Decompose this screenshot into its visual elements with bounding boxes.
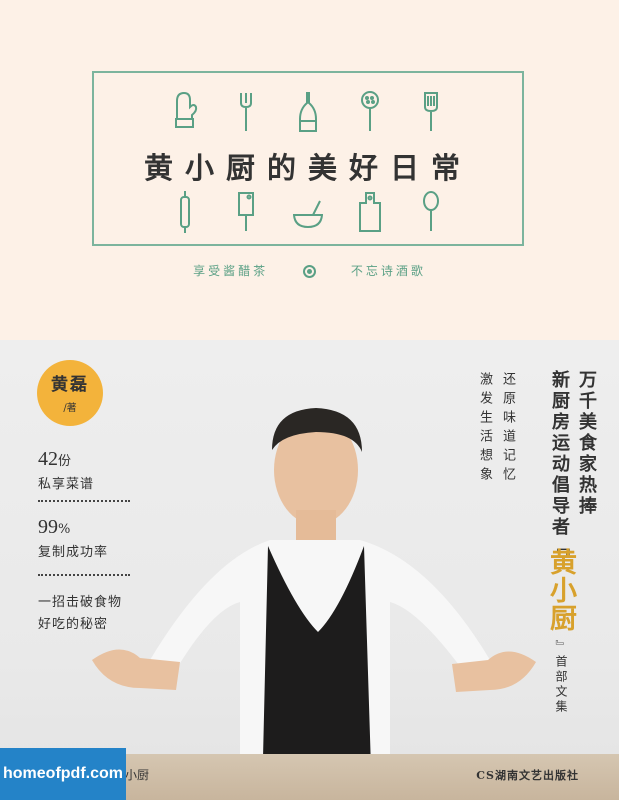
ladle-icon: [416, 189, 446, 235]
tagline: 享受酱醋茶 不忘诗酒歌: [0, 262, 619, 279]
vertical-movement: 新厨房运动倡导者『: [548, 370, 570, 559]
oven-mitt-icon: [170, 89, 200, 135]
highlight-name: 黄小厨: [541, 548, 580, 632]
title-frame: 黄小厨的美好日常: [92, 71, 524, 246]
fork-icon: [231, 89, 261, 135]
cutting-board-icon: [355, 189, 385, 235]
stat-recipes-unit: 份: [58, 454, 71, 469]
cover-top-panel: 黄小厨的美好日常 享受酱醋茶 不忘诗酒歌: [0, 0, 619, 340]
icon-row-top: [94, 89, 522, 135]
secret-line-2: 好吃的秘密: [38, 614, 122, 636]
stat-success-label: 复制成功率: [38, 541, 108, 560]
author-badge: 黄磊 /著: [37, 360, 103, 426]
vertical-spark: 激发生活想象: [476, 372, 492, 486]
tagline-right: 不忘诗酒歌: [351, 264, 426, 278]
tagline-left: 享受酱醋茶: [193, 264, 268, 278]
stat-success: 99% 复制成功率: [38, 516, 108, 560]
stat-recipes-number: 42: [38, 448, 58, 470]
stat-recipes: 42份 私享菜谱: [38, 448, 94, 492]
rolling-pin-icon: [170, 189, 200, 235]
divider-1: [38, 500, 130, 502]
oil-bottle-icon: [293, 89, 323, 135]
stat-success-number: 99: [38, 516, 58, 538]
stat-success-unit: %: [58, 522, 70, 537]
brand-logo-text: 小厨: [125, 766, 149, 783]
book-title: 黄小厨的美好日常: [94, 145, 522, 187]
secret-text: 一招击破食物 好吃的秘密: [38, 592, 122, 636]
author-by: /著: [37, 399, 103, 414]
divider-2: [38, 574, 130, 576]
icon-row-bottom: [94, 189, 522, 235]
vertical-tail: 』首部文集: [553, 640, 570, 715]
watermark-link[interactable]: homeofpdf.com: [0, 748, 126, 800]
mixing-bowl-icon: [293, 189, 323, 235]
stat-recipes-label: 私享菜谱: [38, 473, 94, 492]
vertical-fans: 万千美食家热捧: [575, 370, 597, 517]
author-name: 黄磊: [37, 360, 103, 395]
skimmer-icon: [355, 89, 385, 135]
tagline-separator-icon: [303, 265, 316, 278]
publisher-logo: CS湖南文艺出版社: [476, 767, 579, 783]
vertical-recall: 还原味道记忆: [499, 372, 515, 486]
cleaver-icon: [231, 189, 261, 235]
secret-line-1: 一招击破食物: [38, 592, 122, 614]
spatula-icon: [416, 89, 446, 135]
